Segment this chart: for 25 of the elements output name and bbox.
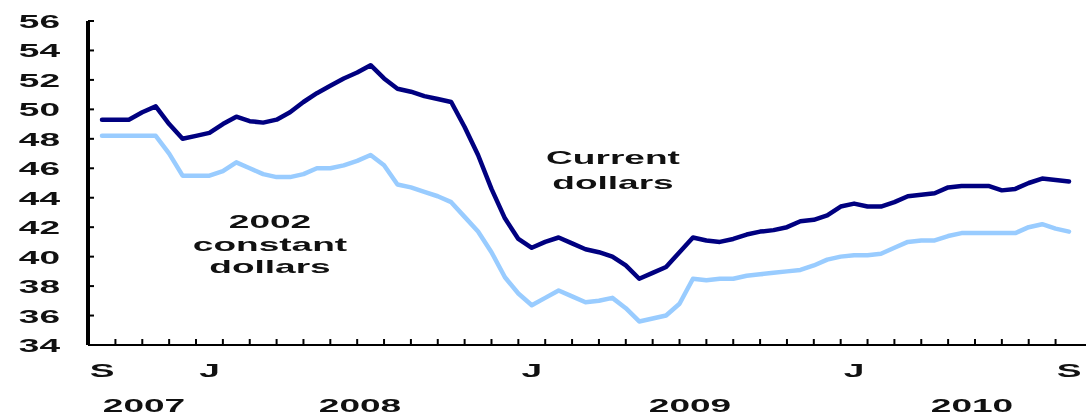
line-series <box>99 133 1072 324</box>
y-tick-label: 46 <box>18 157 60 180</box>
y-tick-label: 44 <box>18 187 61 209</box>
text: 2010 <box>930 394 1014 416</box>
y-tick-label: 40 <box>18 246 60 268</box>
text: Current dollars <box>546 146 681 193</box>
line-series <box>99 62 1072 281</box>
x-tick-label: S <box>1056 359 1082 381</box>
x-tick-label: S <box>89 359 115 381</box>
text: 2009 <box>648 394 732 416</box>
y-tick-label: 38 <box>18 275 60 297</box>
series-label: 2002 constant dollars <box>192 210 348 277</box>
text: 2008 <box>318 394 402 416</box>
y-tick-label: 54 <box>18 40 61 62</box>
x-tick-label: J <box>199 359 220 381</box>
y-tick-label: 52 <box>18 69 60 91</box>
y-tick-label: 34 <box>18 334 61 356</box>
text: 2007 <box>102 394 186 416</box>
x-tick-label: J <box>843 359 865 381</box>
y-tick-label: 50 <box>18 98 60 121</box>
y-tick-label: 56 <box>18 10 60 32</box>
y-tick-label: 36 <box>18 305 60 327</box>
x-tick-label: J <box>521 359 543 381</box>
y-tick-label: 42 <box>18 216 60 239</box>
y-tick-label: 48 <box>18 128 60 150</box>
